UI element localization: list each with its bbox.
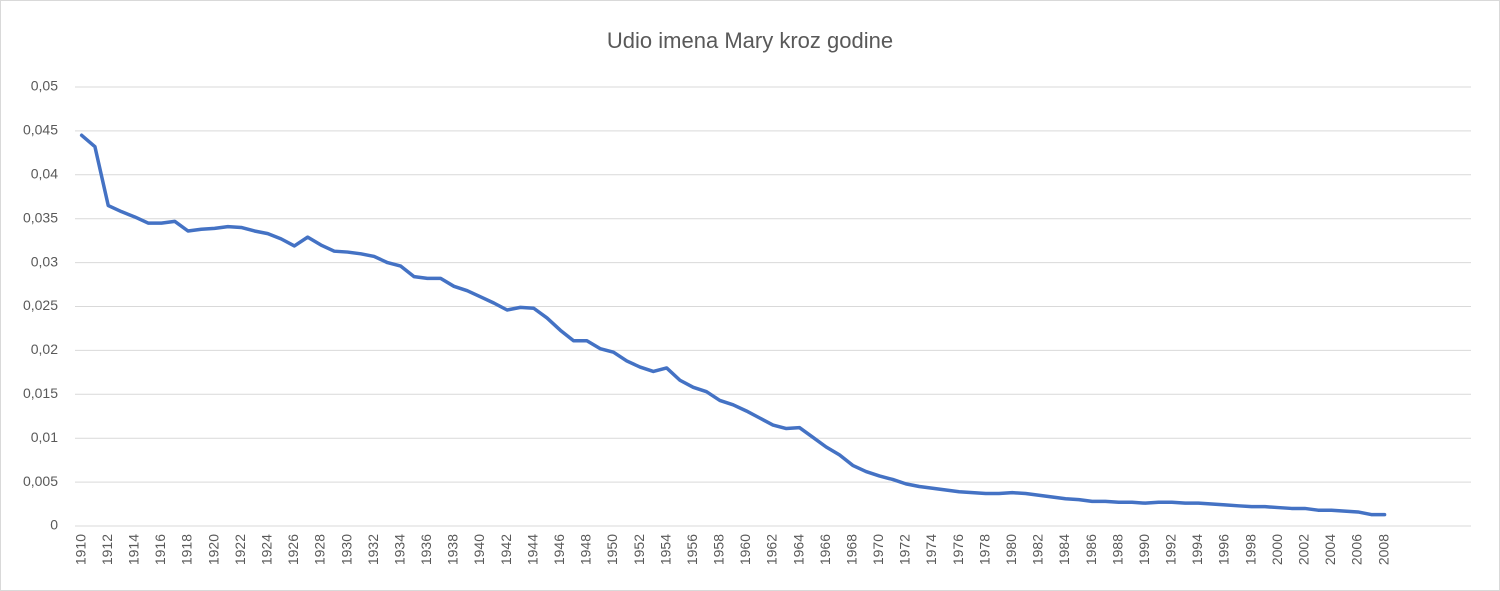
x-tick-label: 1974 [923, 534, 939, 565]
x-tick-label: 2004 [1322, 534, 1338, 565]
x-tick-label: 1960 [737, 534, 753, 565]
x-tick-label: 1914 [126, 534, 142, 565]
x-tick-label: 1998 [1242, 534, 1258, 565]
y-tick-label: 0,03 [31, 253, 58, 269]
x-tick-label: 1944 [524, 534, 540, 565]
x-tick-label: 1934 [391, 534, 407, 565]
x-tick-label: 1952 [631, 534, 647, 565]
y-tick-label: 0,02 [31, 341, 58, 357]
x-tick-label: 1954 [657, 534, 673, 565]
y-tick-label: 0,01 [31, 429, 58, 445]
x-tick-label: 1986 [1083, 534, 1099, 565]
x-tick-label: 1984 [1056, 534, 1072, 565]
x-tick-label: 1916 [152, 534, 168, 565]
x-tick-label: 1936 [418, 534, 434, 565]
x-tick-label: 1970 [870, 534, 886, 565]
x-tick-label: 1982 [1030, 534, 1046, 565]
x-tick-label: 1962 [764, 534, 780, 565]
y-tick-label: 0,05 [31, 78, 58, 94]
x-tick-label: 1932 [365, 534, 381, 565]
x-tick-label: 1928 [312, 534, 328, 565]
x-tick-label: 1942 [498, 534, 514, 565]
x-tick-label: 1940 [471, 534, 487, 565]
x-tick-label: 1994 [1189, 534, 1205, 565]
x-tick-label: 1968 [843, 534, 859, 565]
x-tick-label: 1912 [99, 534, 115, 565]
y-tick-label: 0,025 [23, 297, 58, 313]
x-tick-label: 1976 [950, 534, 966, 565]
x-tick-label: 1988 [1109, 534, 1125, 565]
x-tick-label: 1966 [817, 534, 833, 565]
x-tick-label: 1978 [976, 534, 992, 565]
x-tick-label: 2006 [1349, 534, 1365, 565]
chart-title: Udio imena Mary kroz godine [607, 28, 893, 53]
y-tick-label: 0,04 [31, 166, 58, 182]
x-tick-label: 1922 [232, 534, 248, 565]
x-tick-label: 1948 [578, 534, 594, 565]
x-tick-label: 1910 [72, 534, 88, 565]
x-tick-label: 1918 [179, 534, 195, 565]
x-tick-label: 1920 [205, 534, 221, 565]
y-tick-label: 0,045 [23, 122, 58, 138]
x-tick-label: 1958 [711, 534, 727, 565]
x-tick-label: 1992 [1163, 534, 1179, 565]
x-tick-label: 1938 [445, 534, 461, 565]
x-tick-label: 1926 [285, 534, 301, 565]
x-tick-label: 1930 [338, 534, 354, 565]
x-tick-label: 1950 [604, 534, 620, 565]
x-tick-label: 1924 [258, 534, 274, 565]
x-tick-label: 2002 [1296, 534, 1312, 565]
x-tick-label: 2000 [1269, 534, 1285, 565]
x-tick-label: 2008 [1375, 534, 1391, 565]
x-tick-label: 1980 [1003, 534, 1019, 565]
x-tick-label: 1996 [1216, 534, 1232, 565]
y-tick-label: 0,015 [23, 385, 58, 401]
x-tick-label: 1972 [897, 534, 913, 565]
data-line [79, 133, 1387, 517]
y-tick-label: 0,005 [23, 473, 58, 489]
x-tick-label: 1946 [551, 534, 567, 565]
x-tick-label: 1990 [1136, 534, 1152, 565]
y-tick-label: 0,035 [23, 209, 58, 225]
x-tick-label: 1956 [684, 534, 700, 565]
x-tick-label: 1964 [790, 534, 806, 565]
y-tick-label: 0 [50, 517, 58, 533]
